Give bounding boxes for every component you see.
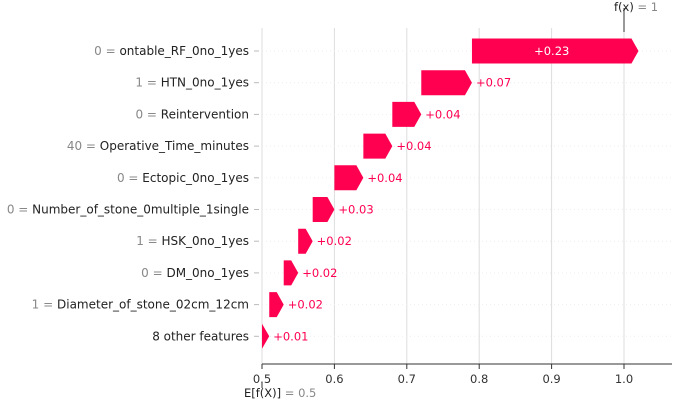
feature-value: 0 = bbox=[135, 107, 160, 121]
bar-value-label: +0.07 bbox=[476, 76, 511, 90]
bar-value-label: +0.23 bbox=[534, 44, 569, 58]
feature-label: 1 = Diameter_of_stone_02cm_12cm bbox=[32, 298, 249, 312]
feature-label: 0 = Number_of_stone_0multiple_1single bbox=[7, 203, 249, 217]
feature-label: 0 = Reintervention bbox=[135, 107, 249, 121]
x-tick-label: 1.0 bbox=[615, 372, 633, 386]
grid-lines bbox=[261, 28, 674, 364]
feature-label: 40 = Operative_Time_minutes bbox=[67, 139, 249, 153]
bar-htn-0no-1yes bbox=[421, 70, 472, 96]
feature-value: 0 = bbox=[7, 203, 32, 217]
bar-operative-time-minutes bbox=[363, 133, 393, 159]
base-value-name: E[f(X)] bbox=[244, 386, 281, 400]
feature-label: 0 = ontable_RF_0no_1yes bbox=[94, 44, 249, 58]
feature-name: Reintervention bbox=[161, 107, 249, 121]
feature-value: 0 = bbox=[117, 171, 142, 185]
feature-name: Ectopic_0no_1yes bbox=[142, 171, 249, 185]
feature-label: 8 other features bbox=[152, 329, 249, 343]
x-tick-label: 0.6 bbox=[325, 372, 343, 386]
bars: +0.23 +0.07 +0.04 +0.04 +0.04 +0.03 +0.02 +0.02… bbox=[262, 38, 639, 349]
output-annotation: f(x) = 1 bbox=[614, 0, 658, 14]
base-value-label: E[f(X)] = 0.5 bbox=[244, 386, 316, 400]
bar-value-label: +0.03 bbox=[338, 203, 373, 217]
feature-value: 1 = bbox=[32, 298, 57, 312]
output-value-label: f(x) = 1 bbox=[614, 0, 658, 14]
output-value-name: f(x) bbox=[614, 0, 634, 14]
x-axis: 0.5 0.6 0.7 0.8 0.9 1.0 E[f(X)] = 0.5 bbox=[244, 50, 672, 400]
bar-value-label: +0.02 bbox=[288, 298, 323, 312]
bar-reintervention bbox=[392, 101, 422, 127]
feature-value: 0 = bbox=[141, 266, 166, 280]
feature-value: 1 = bbox=[135, 76, 160, 90]
feature-labels: 0 = ontable_RF_0no_1yes 1 = HTN_0no_1yes 0… bbox=[7, 44, 249, 343]
bar-value-label: +0.04 bbox=[425, 107, 460, 121]
feature-name: HTN_0no_1yes bbox=[161, 76, 249, 90]
feature-label: 1 = HTN_0no_1yes bbox=[135, 76, 249, 90]
bar-value-label: +0.04 bbox=[367, 171, 402, 185]
feature-label: 0 = Ectopic_0no_1yes bbox=[117, 171, 249, 185]
bar-ectopic-0no-1yes bbox=[334, 165, 364, 191]
output-value-number: = 1 bbox=[634, 0, 658, 14]
bar-number-of-stone-0multiple-1single bbox=[312, 197, 335, 222]
feature-name: Number_of_stone_0multiple_1single bbox=[32, 203, 249, 217]
feature-value: 40 = bbox=[67, 139, 100, 153]
bar-diameter-of-stone-02cm-12cm bbox=[269, 292, 284, 318]
feature-name: DM_0no_1yes bbox=[166, 266, 249, 280]
bar-8-other-features bbox=[262, 323, 270, 349]
bar-hsk-0no-1yes bbox=[298, 228, 313, 254]
x-tick-label: 0.9 bbox=[542, 372, 560, 386]
feature-label: 0 = DM_0no_1yes bbox=[141, 266, 249, 280]
x-tick-label: 0.7 bbox=[398, 372, 416, 386]
bar-dm-0no-1yes bbox=[283, 260, 299, 286]
base-value-number: = 0.5 bbox=[281, 386, 316, 400]
bar-value-label: +0.02 bbox=[302, 266, 337, 280]
x-tick-label: 0.5 bbox=[253, 372, 271, 386]
feature-label: 1 = HSK_0no_1yes bbox=[136, 234, 249, 248]
bar-value-label: +0.02 bbox=[317, 234, 352, 248]
feature-value: 0 = bbox=[94, 44, 119, 58]
feature-name: ontable_RF_0no_1yes bbox=[119, 44, 249, 58]
feature-name: HSK_0no_1yes bbox=[162, 234, 249, 248]
bar-ontable-rf-0no-1yes bbox=[471, 38, 639, 64]
feature-name: Diameter_of_stone_02cm_12cm bbox=[57, 298, 249, 312]
feature-name: 8 other features bbox=[152, 329, 249, 343]
bar-value-label: +0.04 bbox=[396, 139, 431, 153]
x-tick-label: 0.8 bbox=[470, 372, 488, 386]
bar-value-label: +0.01 bbox=[273, 329, 308, 343]
feature-name: Operative_Time_minutes bbox=[100, 139, 249, 153]
feature-value: 1 = bbox=[136, 234, 161, 248]
